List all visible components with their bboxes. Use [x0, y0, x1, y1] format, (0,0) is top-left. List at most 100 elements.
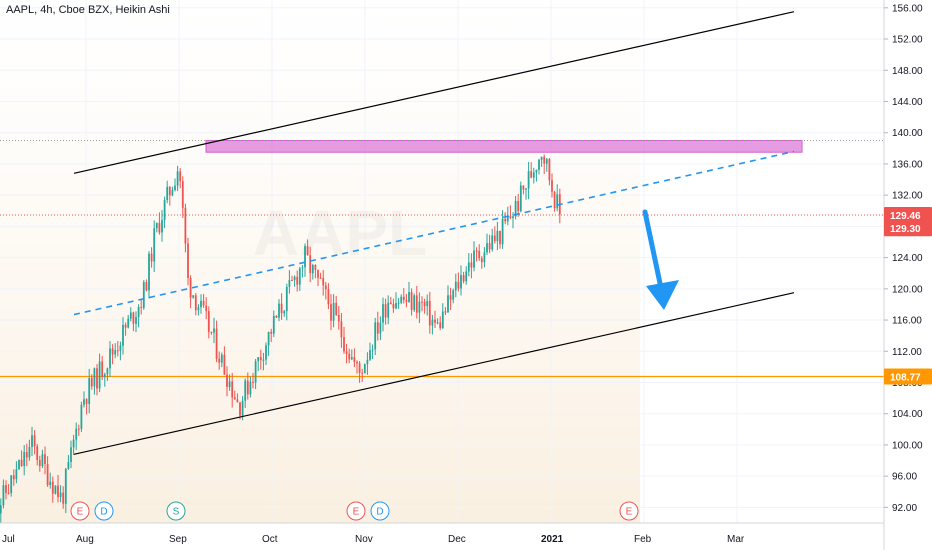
event-marker[interactable]: [94, 501, 114, 521]
candle-body: [77, 428, 80, 430]
candle-body: [296, 276, 299, 285]
candle-body: [413, 295, 416, 310]
event-marker[interactable]: [70, 501, 90, 521]
price-tick-label: 120.00: [892, 284, 923, 295]
candle-body: [322, 278, 325, 286]
candle-body: [2, 485, 5, 506]
candle-body: [397, 302, 400, 304]
candle-body: [512, 216, 514, 218]
candle-body: [93, 368, 96, 387]
candle-body: [504, 218, 507, 222]
event-marker[interactable]: [619, 501, 639, 521]
candle-body: [501, 218, 504, 245]
candle-body: [80, 404, 83, 429]
candle-body: [38, 459, 41, 467]
event-marker-label: E: [626, 507, 633, 518]
candle-body: [103, 374, 106, 377]
candle-body: [506, 216, 509, 222]
resistance-zone: [205, 140, 803, 153]
candle-body: [135, 317, 137, 324]
candle-body: [231, 381, 234, 398]
candle-body: [197, 307, 200, 311]
candle-body: [538, 159, 540, 170]
candle-body: [517, 200, 520, 212]
candle-body: [421, 301, 423, 303]
candle-body: [109, 348, 111, 369]
candle-body: [179, 171, 182, 182]
candle-body: [161, 220, 163, 233]
candle-body: [431, 319, 434, 326]
candle-body: [441, 311, 444, 329]
candle-body: [59, 492, 62, 498]
volume-shade: [0, 0, 640, 523]
candle-body: [96, 368, 98, 389]
candle-body: [44, 454, 46, 465]
candle-body: [168, 186, 171, 196]
event-marker[interactable]: [370, 501, 390, 521]
candle-body: [213, 328, 215, 333]
candle-body: [548, 159, 551, 181]
candle-body: [418, 301, 421, 313]
time-tick-label: Mar: [727, 534, 745, 545]
price-tick-label: 152.00: [892, 35, 923, 46]
candle-body: [272, 315, 275, 334]
price-tick-label: 156.00: [892, 3, 923, 14]
candle-body: [215, 328, 218, 359]
candle-body: [106, 368, 109, 375]
candle-body: [330, 304, 332, 321]
candle-body: [319, 277, 322, 279]
candle-body: [358, 363, 361, 373]
event-marker[interactable]: [166, 501, 186, 521]
candle-body: [278, 303, 280, 318]
candle-body: [291, 279, 293, 281]
candle-body: [402, 296, 405, 300]
candle-body: [51, 481, 54, 494]
candle-body: [90, 378, 93, 387]
event-marker-label: D: [100, 507, 107, 518]
candle-body: [265, 345, 267, 360]
candle-body: [332, 302, 335, 321]
candle-body: [382, 304, 384, 323]
price-badge-label: 129.46: [890, 211, 921, 222]
candle-body: [174, 185, 176, 191]
candle-body: [369, 350, 371, 360]
candle-body: [465, 271, 468, 282]
candle-body: [426, 300, 429, 307]
candle-body: [457, 281, 460, 289]
event-marker[interactable]: [346, 501, 366, 521]
price-tick-label: 144.00: [892, 97, 923, 108]
candle-body: [483, 252, 486, 263]
candle-body: [509, 216, 512, 218]
candle-body: [488, 243, 491, 250]
candle-body: [155, 222, 158, 229]
chart-title: AAPL, 4h, Cboe BZX, Heikin Ashi: [6, 4, 170, 16]
candle-body: [220, 354, 223, 363]
candle-body: [460, 275, 462, 289]
candle-body: [556, 194, 559, 209]
candle-body: [192, 295, 195, 298]
candle-body: [400, 296, 403, 303]
candle-body: [62, 492, 65, 504]
price-tick-label: 112.00: [892, 347, 922, 358]
time-tick-label: 2021: [541, 534, 564, 545]
candle-body: [371, 349, 374, 351]
candle-body: [49, 481, 52, 485]
price-tick-label: 100.00: [892, 440, 923, 451]
candle-body: [293, 276, 296, 281]
candle-body: [405, 299, 408, 302]
candle-body: [72, 439, 75, 448]
candle-body: [288, 279, 291, 287]
price-badge: [884, 206, 932, 223]
price-tick-label: 136.00: [892, 159, 923, 170]
candle-body: [356, 361, 358, 364]
candle-body: [5, 485, 7, 493]
candle-body: [392, 303, 395, 309]
candle-body: [46, 464, 49, 485]
candle-body: [447, 295, 449, 313]
candle-body: [454, 281, 457, 291]
event-marker-label: E: [77, 507, 84, 518]
candle-body: [140, 306, 143, 308]
candle-body: [376, 322, 379, 334]
candle-body: [491, 235, 494, 250]
candle-body: [384, 304, 387, 318]
